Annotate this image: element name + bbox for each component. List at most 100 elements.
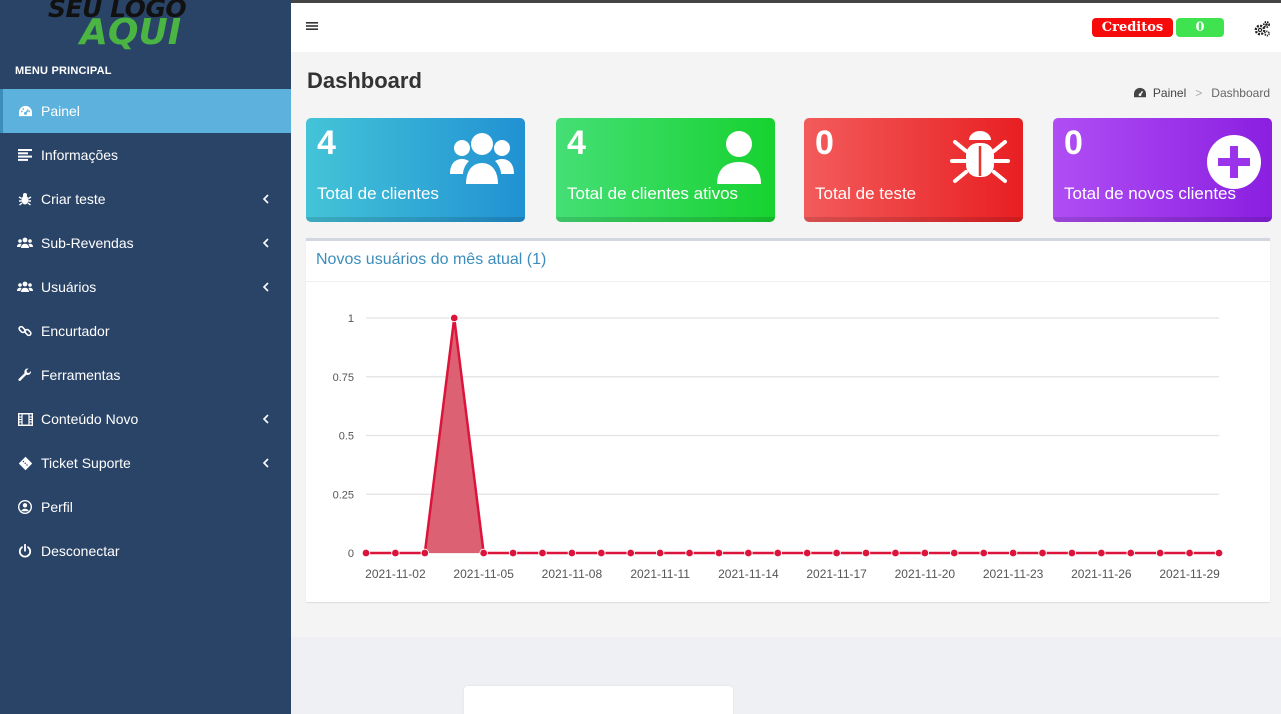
y-tick-label: 0.25 (333, 489, 354, 501)
users-icon (450, 133, 514, 184)
users-icon (17, 235, 33, 251)
data-point (450, 313, 459, 323)
sidebar-item-sub-revendas[interactable]: Sub-Revendas (0, 221, 291, 265)
bug-icon (17, 191, 33, 207)
stat-card-total-teste[interactable]: 0 Total de teste (804, 118, 1023, 222)
gears-icon[interactable] (1253, 20, 1271, 38)
data-point (1214, 548, 1224, 558)
x-tick-label: 2021-11-23 (983, 567, 1044, 581)
dashboard-icon (17, 103, 33, 119)
sidebar-item-desconectar[interactable]: Desconectar (0, 529, 291, 573)
data-point (567, 548, 577, 558)
credits-value-badge[interactable]: 0 (1176, 18, 1224, 37)
data-point (1038, 548, 1047, 558)
sidebar-item-label: Ticket Suporte (41, 455, 131, 471)
data-point (1097, 548, 1106, 558)
credits-button[interactable]: Creditos (1092, 18, 1173, 37)
dashboard-icon (1133, 87, 1146, 98)
stat-card-total-clientes[interactable]: 4 Total de clientes (306, 118, 525, 222)
y-tick-label: 0.75 (333, 372, 354, 384)
sidebar-item-painel[interactable]: Painel (0, 89, 291, 133)
sidebar-item-usuarios[interactable]: Usuários (0, 265, 291, 309)
data-point (1067, 548, 1077, 558)
stat-card-novos-clientes[interactable]: 0 Total de novos clientes (1053, 118, 1272, 222)
data-point (1185, 548, 1194, 558)
users-icon (17, 279, 33, 295)
card-footer (804, 217, 1023, 222)
data-point (655, 548, 665, 558)
breadcrumb-separator: > (1195, 86, 1203, 100)
hamburger-menu-icon[interactable] (305, 19, 319, 33)
data-point (803, 548, 812, 558)
data-point (597, 548, 606, 558)
y-tick-label: 1 (348, 313, 354, 325)
breadcrumb-home-link[interactable]: Painel (1152, 86, 1187, 100)
top-bar: Creditos 0 (291, 0, 1281, 52)
data-point (714, 548, 724, 558)
breadcrumb-current: Dashboard (1211, 86, 1270, 100)
bug-icon (950, 131, 1010, 183)
data-point (538, 548, 547, 558)
sidebar-item-label: Usuários (41, 279, 97, 295)
data-point (391, 548, 400, 558)
sidebar: SEU LOGO AQUI MENU PRINCIPAL Painel Info… (0, 0, 291, 714)
card-footer (306, 217, 525, 222)
data-point (773, 548, 782, 558)
sidebar-item-ferramentas[interactable]: Ferramentas (0, 353, 291, 397)
x-tick-label: 2021-11-02 (365, 567, 426, 581)
y-tick-label: 0 (348, 548, 354, 560)
data-point (1008, 548, 1018, 558)
stat-value: 0 (815, 124, 834, 162)
x-tick-label: 2021-11-08 (542, 567, 603, 581)
sidebar-item-perfil[interactable]: Perfil (0, 485, 291, 529)
card-footer (1053, 217, 1272, 222)
breadcrumb: Painel > Dashboard (1133, 86, 1270, 100)
sidebar-item-label: Perfil (41, 499, 73, 515)
stat-label: Total de teste (815, 184, 917, 203)
logo[interactable]: SEU LOGO AQUI (0, 0, 291, 56)
stat-label: Total de novos clientes (1064, 184, 1236, 203)
sidebar-item-label: Encurtador (41, 323, 110, 339)
plus-circle-icon (1207, 135, 1261, 189)
data-point (1155, 548, 1165, 558)
data-point (920, 548, 930, 558)
x-tick-label: 2021-11-26 (1071, 567, 1132, 581)
sidebar-menu: Painel Informações Criar teste Sub-Reven… (0, 89, 291, 573)
wrench-icon (17, 367, 33, 383)
data-point (861, 548, 871, 558)
user-icon (717, 131, 761, 184)
sidebar-item-label: Desconectar (41, 543, 120, 559)
chevron-left-icon (262, 282, 269, 292)
sidebar-item-conteudo-novo[interactable]: Conteúdo Novo (0, 397, 291, 441)
sidebar-item-label: Informações (41, 147, 119, 163)
data-point (479, 548, 488, 558)
y-tick-label: 0.5 (339, 431, 354, 443)
chevron-left-icon (262, 194, 269, 204)
data-point (832, 548, 841, 558)
stat-label: Total de clientes ativos (567, 184, 739, 203)
x-tick-label: 2021-11-20 (895, 567, 956, 581)
stat-value: 4 (317, 124, 336, 162)
user-circle-icon (17, 499, 33, 515)
stat-value: 4 (567, 124, 586, 162)
menu-header: MENU PRINCIPAL (15, 65, 112, 77)
data-point (891, 548, 900, 558)
page-title: Dashboard (307, 68, 422, 93)
x-tick-label: 2021-11-29 (1159, 567, 1220, 581)
chart-box: Novos usuários do mês atual (1) 0 0.25 0.5… (306, 238, 1270, 602)
sidebar-item-label: Painel (41, 103, 80, 119)
stat-card-clientes-ativos[interactable]: 4 Total de clientes ativos (556, 118, 775, 222)
sidebar-item-encurtador[interactable]: Encurtador (0, 309, 291, 353)
sidebar-item-informacoes[interactable]: Informações (0, 133, 291, 177)
link-icon (17, 323, 33, 339)
data-point (685, 548, 694, 558)
sidebar-item-criar-teste[interactable]: Criar teste (0, 177, 291, 221)
sidebar-item-ticket-suporte[interactable]: Ticket Suporte (0, 441, 291, 485)
data-point (626, 548, 635, 558)
series-line (366, 316, 1219, 555)
x-tick-label: 2021-11-14 (718, 567, 779, 581)
stat-value: 0 (1064, 124, 1083, 162)
divider (306, 281, 1270, 282)
film-icon (17, 411, 33, 427)
stat-label: Total de clientes (317, 184, 439, 203)
